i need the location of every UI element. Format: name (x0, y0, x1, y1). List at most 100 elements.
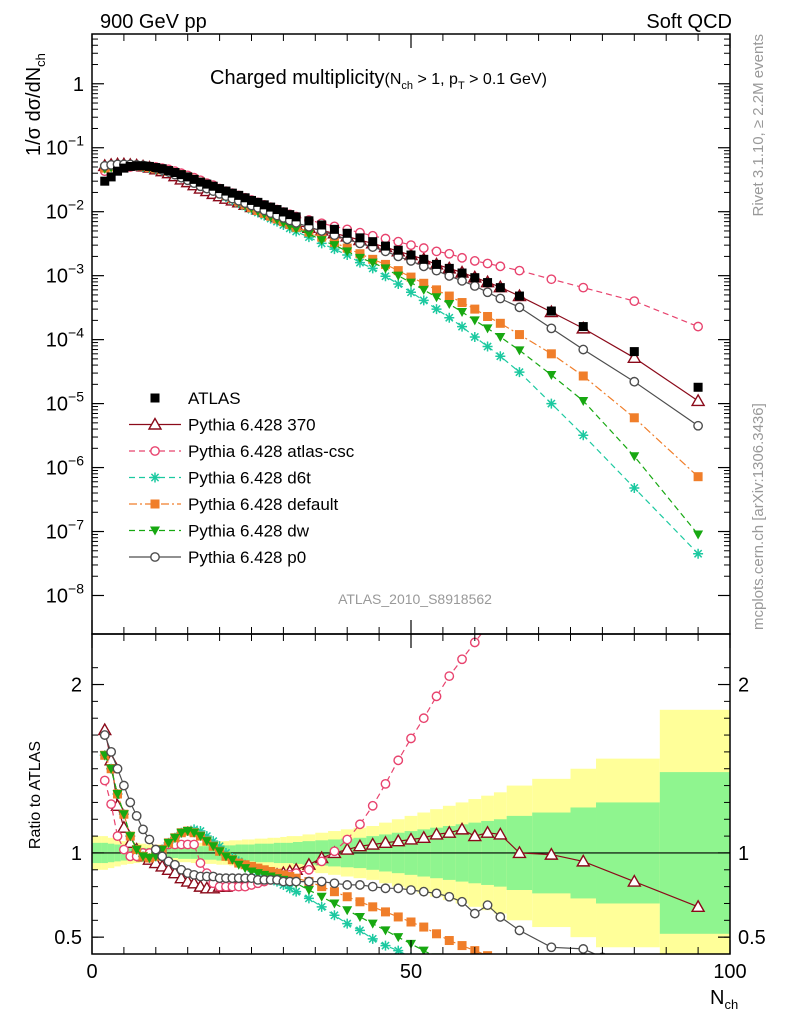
ratio-point-pythia-6-428-dw (144, 854, 155, 863)
main-y-tick-base: 10 (46, 330, 68, 352)
main-point-atlas (221, 186, 231, 196)
main-point-pythia-6-428-default (406, 272, 416, 282)
main-point-pythia-6-428-370 (690, 393, 706, 407)
ratio-point-pythia-6-428-d6t (214, 841, 225, 852)
main-chart-title: Charged multiplicity(Nch > 1, pT > 0.1 G… (210, 67, 547, 92)
ratio-point-pythia-6-428-p0 (150, 844, 161, 855)
ratio-series-pythia-6-428-dw (99, 751, 442, 954)
ratio-point-pythia-6-428-p0 (106, 746, 117, 757)
ratio-point-pythia-6-428-dw (118, 810, 129, 820)
header-left-label: 900 GeV pp (100, 11, 207, 33)
ratio-point-pythia-6-428-dw (227, 855, 238, 865)
ratio-point-pythia-6-428-p0 (304, 876, 314, 887)
ratio-point-pythia-6-428-p0 (380, 883, 391, 894)
ratio-point-pythia-6-428-dw (131, 845, 142, 855)
ratio-point-pythia-6-428-d6t (354, 925, 365, 936)
main-point-pythia-6-428-dw (380, 264, 391, 274)
legend: ATLAS Pythia 6.428 370 Pythia 6.428 atlas-… (129, 389, 355, 567)
ratio-point-pythia-6-428-default (259, 865, 269, 875)
main-point-pythia-6-428-dw (514, 346, 525, 356)
main-point-atlas (457, 268, 467, 278)
ratio-point-pythia-6-428-p0 (131, 810, 142, 821)
ratio-point-pythia-6-428-atlas-csc (316, 856, 327, 867)
main-point-pythia-6-428-dw (393, 271, 404, 281)
main-point-pythia-6-428-p0 (514, 302, 525, 313)
legend-marker (147, 417, 163, 430)
main-point-pythia-6-428-atlas-csc (546, 274, 557, 285)
main-y-tick-base: 10 (46, 522, 68, 544)
ratio-point-pythia-6-428-p0 (144, 834, 155, 845)
ratio-y-ticks: 0.5 0.5 1 1 2 2 (54, 667, 766, 949)
ratio-point-pythia-6-428-atlas-csc (329, 846, 340, 857)
legend-marker (150, 499, 160, 509)
ratio-point-pythia-6-428-atlas-csc (106, 799, 117, 810)
x-axis-label: Nch (710, 987, 738, 1012)
main-point-atlas (495, 283, 505, 293)
ratio-point-pythia-6-428-p0 (444, 891, 455, 902)
main-point-pythia-6-428-default (444, 291, 454, 301)
ratio-point-pythia-6-428-dw (112, 790, 123, 799)
main-point-pythia-6-428-default (546, 349, 556, 359)
ratio-point-pythia-6-428-370 (116, 820, 132, 833)
ratio-point-pythia-6-428-370 (467, 828, 483, 842)
main-y-tick-base: 10 (46, 266, 68, 288)
ratio-point-pythia-6-428-p0 (393, 883, 404, 894)
main-point-pythia-6-428-dw (444, 300, 455, 310)
main-point-pythia-6-428-atlas-csc (380, 233, 391, 244)
main-point-pythia-6-428-dw (291, 224, 302, 234)
main-point-pythia-6-428-atlas-csc (418, 243, 429, 253)
ratio-point-pythia-6-428-370 (627, 874, 642, 887)
ratio-point-pythia-6-428-370 (454, 821, 470, 835)
main-y-tick-exponent: −2 (68, 197, 84, 213)
main-point-pythia-6-428-default (578, 371, 588, 381)
ratio-point-pythia-6-428-atlas-csc (304, 864, 314, 875)
analysis-id-label: ATLAS_2010_S8918562 (338, 591, 492, 607)
ratio-point-pythia-6-428-dw (176, 828, 187, 838)
main-point-pythia-6-428-p0 (546, 323, 557, 334)
ratio-point-pythia-6-428-p0 (138, 824, 148, 835)
ratio-point-pythia-6-428-d6t (284, 883, 295, 894)
main-y-axis-label: 1/σ dσ/dNch (23, 53, 48, 156)
ratio-point-pythia-6-428-dw (189, 828, 200, 838)
main-point-pythia-6-428-dw (457, 308, 468, 318)
ratio-point-pythia-6-428-d6t (291, 886, 302, 897)
main-point-pythia-6-428-default (514, 330, 524, 340)
legend-entry-pythia-6-428-d6t: Pythia 6.428 d6t (129, 469, 311, 488)
ratio-point-pythia-6-428-p0 (157, 851, 168, 862)
ratio-point-pythia-6-428-d6t (303, 893, 314, 904)
ratio-y-tick-label: 1 (71, 843, 82, 865)
main-y-ticks: 10−810−710−610−510−410−310−210−11 (46, 33, 730, 607)
title-cut-close: > 0.1 GeV) (465, 71, 547, 88)
main-point-pythia-6-428-default (629, 413, 639, 423)
main-point-pythia-6-428-dw (342, 247, 353, 257)
ratio-point-pythia-6-428-p0 (495, 912, 506, 922)
main-point-atlas (253, 197, 263, 207)
legend-label: Pythia 6.428 370 (188, 416, 316, 435)
legend-marker (150, 472, 160, 483)
ratio-point-pythia-6-428-d6t (316, 901, 327, 912)
main-point-pythia-6-428-default (432, 285, 442, 295)
main-point-atlas (355, 233, 365, 243)
main-y-tick-label: 1 (73, 74, 84, 96)
ratio-point-pythia-6-428-d6t (208, 836, 219, 847)
main-y-tick-label: 10−8 (46, 580, 84, 607)
ratio-point-pythia-6-428-dw (303, 886, 314, 895)
ratio-point-pythia-6-428-dw (367, 919, 378, 929)
main-point-pythia-6-428-dw (495, 332, 506, 342)
main-point-atlas (138, 161, 148, 171)
main-y-tick-exponent: −3 (68, 261, 84, 277)
main-point-atlas (444, 263, 454, 273)
main-y-tick-base: 1 (73, 74, 84, 96)
main-y-tick-exponent: −1 (68, 133, 84, 149)
ratio-point-pythia-6-428-dw (220, 852, 231, 862)
main-y-axis-label-text: 1/σ dσ/dN (23, 67, 45, 156)
main-y-tick-label: 10−3 (46, 261, 84, 288)
ratio-point-pythia-6-428-atlas-csc (99, 775, 110, 786)
ratio-point-pythia-6-428-default (355, 897, 365, 907)
main-y-tick-exponent: −5 (68, 389, 84, 405)
main-point-pythia-6-428-default (419, 278, 429, 288)
ratio-point-pythia-6-428-default (444, 936, 454, 946)
ratio-point-pythia-6-428-atlas-csc (418, 713, 429, 724)
ratio-point-pythia-6-428-default (329, 887, 339, 897)
main-point-atlas (195, 177, 205, 187)
